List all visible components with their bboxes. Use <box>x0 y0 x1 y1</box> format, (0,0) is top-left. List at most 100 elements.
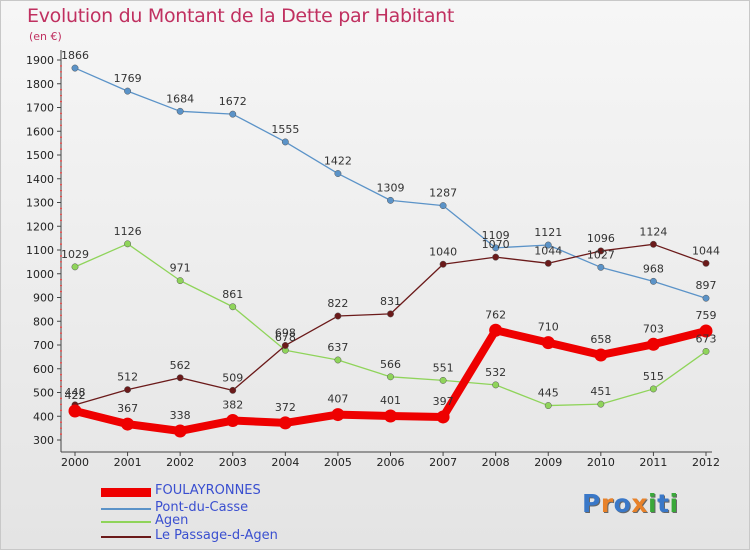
y-minor-tick <box>60 195 62 198</box>
data-label: 1044 <box>534 244 562 257</box>
data-point <box>71 263 79 271</box>
y-minor-tick <box>60 314 62 317</box>
logo-letter: t <box>657 489 670 518</box>
data-point <box>71 64 79 72</box>
data-point <box>544 259 552 267</box>
data-point <box>226 414 240 428</box>
data-point <box>699 324 713 338</box>
y-minor-tick <box>60 65 62 67</box>
data-label: 1422 <box>324 155 352 168</box>
data-label: 822 <box>327 297 348 310</box>
y-minor-tick <box>60 171 62 174</box>
data-label: 562 <box>170 359 191 372</box>
data-point <box>124 87 132 95</box>
data-point <box>176 374 184 382</box>
data-point <box>439 376 447 384</box>
y-minor-tick <box>60 260 62 263</box>
data-label: 673 <box>696 332 717 345</box>
y-minor-tick <box>60 142 62 145</box>
data-point <box>489 323 503 337</box>
data-label: 1684 <box>166 92 194 105</box>
y-minor-tick <box>60 397 62 400</box>
y-minor-tick <box>60 219 62 222</box>
y-minor-tick <box>60 237 62 240</box>
y-minor-tick <box>60 165 62 168</box>
y-minor-tick <box>60 290 62 293</box>
data-point <box>229 303 237 311</box>
data-label: 831 <box>380 295 401 308</box>
x-tick-label: 2008 <box>482 456 510 469</box>
data-label: 710 <box>538 321 559 334</box>
data-label: 762 <box>485 308 506 321</box>
y-minor-tick <box>60 308 62 311</box>
y-minor-tick <box>60 94 62 97</box>
y-minor-tick <box>60 379 62 382</box>
data-label: 397 <box>433 395 454 408</box>
data-point <box>387 196 394 204</box>
y-tick-label: 1300 <box>26 197 54 210</box>
y-tick-label: 700 <box>33 339 54 352</box>
data-label: 1866 <box>61 49 89 62</box>
data-point <box>702 347 710 355</box>
y-minor-tick <box>60 100 62 103</box>
data-point <box>384 409 397 423</box>
y-minor-tick <box>60 243 62 245</box>
data-point <box>492 381 500 389</box>
data-label: 861 <box>222 288 243 301</box>
x-tick-label: 2000 <box>61 456 89 469</box>
data-point <box>387 310 394 318</box>
x-tick-label: 2004 <box>271 456 299 469</box>
y-minor-tick <box>60 255 62 257</box>
data-point <box>492 253 500 261</box>
y-tick-label: 400 <box>33 410 54 423</box>
data-point <box>173 424 187 438</box>
y-tick-label: 1700 <box>26 102 54 115</box>
data-label: 532 <box>485 366 506 379</box>
data-label: 1555 <box>271 123 299 136</box>
data-point <box>281 138 289 146</box>
y-minor-tick <box>60 207 62 210</box>
y-minor-tick <box>60 302 62 305</box>
y-minor-tick <box>60 231 62 234</box>
proxiti-logo: Proxiti <box>582 489 679 518</box>
x-tick-label: 2012 <box>692 456 720 469</box>
y-minor-tick <box>60 338 62 340</box>
y-tick-label: 900 <box>33 292 54 305</box>
data-point <box>646 337 660 351</box>
y-minor-tick <box>60 421 62 424</box>
x-tick-label: 2010 <box>587 456 615 469</box>
y-minor-tick <box>60 278 62 281</box>
y-minor-tick <box>60 433 62 435</box>
data-label: 1027 <box>587 248 615 261</box>
y-minor-tick <box>60 70 62 73</box>
y-minor-tick <box>60 118 62 121</box>
y-minor-tick <box>60 355 62 358</box>
data-label: 1040 <box>429 245 457 258</box>
data-label: 407 <box>327 393 348 406</box>
legend-label: FOULAYRONNES <box>155 483 261 498</box>
data-point <box>436 410 450 424</box>
y-tick-label: 800 <box>33 315 54 328</box>
data-point <box>334 312 342 320</box>
data-label: 678 <box>275 331 296 344</box>
data-label: 401 <box>380 394 401 407</box>
y-minor-tick <box>60 160 62 162</box>
data-label: 551 <box>433 361 454 374</box>
data-label: 1096 <box>587 232 615 245</box>
y-tick-label: 1500 <box>26 149 54 162</box>
y-minor-tick <box>60 124 62 127</box>
y-tick-label: 1200 <box>26 220 54 233</box>
data-point <box>124 386 132 394</box>
logo-letter: r <box>600 489 614 518</box>
data-label: 512 <box>117 371 138 384</box>
data-point <box>331 408 345 422</box>
data-point <box>702 294 710 302</box>
y-minor-tick <box>60 148 62 150</box>
chart-title: Evolution du Montant de la Dette par Hab… <box>27 5 455 27</box>
data-label: 1769 <box>114 72 142 85</box>
legend-label: Le Passage-d-Agen <box>155 528 278 543</box>
x-tick-label: 2011 <box>639 456 667 469</box>
data-label: 451 <box>590 385 611 398</box>
data-point <box>229 110 237 118</box>
legend-label: Agen <box>155 513 189 528</box>
